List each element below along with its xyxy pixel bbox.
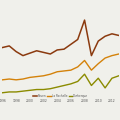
- Dunkerque: [70, 83, 72, 85]
- Dunkerque: [9, 91, 10, 93]
- Line: Dunkerque: Dunkerque: [2, 74, 119, 93]
- La Rochelle: [91, 69, 92, 71]
- La Rochelle: [36, 76, 37, 77]
- Legend: Rouen, La Rochelle, Dunkerque: Rouen, La Rochelle, Dunkerque: [33, 94, 88, 98]
- La Rochelle: [63, 70, 65, 72]
- Rouen: [84, 19, 85, 21]
- La Rochelle: [70, 69, 72, 71]
- Rouen: [63, 48, 65, 50]
- Dunkerque: [104, 87, 106, 89]
- La Rochelle: [9, 78, 10, 80]
- Dunkerque: [56, 86, 58, 88]
- Dunkerque: [36, 89, 37, 90]
- Rouen: [56, 49, 58, 51]
- Dunkerque: [84, 73, 85, 75]
- Rouen: [43, 52, 44, 53]
- La Rochelle: [77, 66, 78, 68]
- La Rochelle: [29, 77, 30, 78]
- Rouen: [70, 44, 72, 45]
- La Rochelle: [50, 73, 51, 75]
- Dunkerque: [50, 88, 51, 89]
- Rouen: [36, 50, 37, 51]
- Rouen: [29, 52, 30, 54]
- Line: Rouen: Rouen: [2, 20, 119, 56]
- La Rochelle: [84, 60, 85, 61]
- Rouen: [2, 47, 3, 48]
- La Rochelle: [98, 63, 99, 64]
- Rouen: [104, 36, 106, 37]
- Rouen: [111, 33, 113, 35]
- La Rochelle: [56, 71, 58, 72]
- Dunkerque: [111, 78, 113, 79]
- Line: La Rochelle: La Rochelle: [2, 54, 119, 80]
- Rouen: [118, 35, 120, 36]
- Rouen: [22, 55, 24, 56]
- Rouen: [91, 55, 92, 56]
- Dunkerque: [118, 75, 120, 77]
- La Rochelle: [15, 79, 17, 81]
- La Rochelle: [104, 57, 106, 59]
- Dunkerque: [29, 90, 30, 91]
- Rouen: [9, 45, 10, 47]
- Rouen: [77, 39, 78, 40]
- Dunkerque: [91, 85, 92, 86]
- Rouen: [15, 51, 17, 52]
- Dunkerque: [2, 92, 3, 93]
- La Rochelle: [2, 79, 3, 81]
- La Rochelle: [43, 75, 44, 77]
- La Rochelle: [22, 78, 24, 80]
- Rouen: [98, 40, 99, 42]
- La Rochelle: [118, 53, 120, 55]
- Rouen: [50, 53, 51, 55]
- Dunkerque: [43, 89, 44, 90]
- Dunkerque: [63, 85, 65, 86]
- Dunkerque: [98, 78, 99, 79]
- Dunkerque: [77, 81, 78, 82]
- La Rochelle: [111, 55, 113, 56]
- Dunkerque: [15, 91, 17, 93]
- Dunkerque: [22, 90, 24, 92]
